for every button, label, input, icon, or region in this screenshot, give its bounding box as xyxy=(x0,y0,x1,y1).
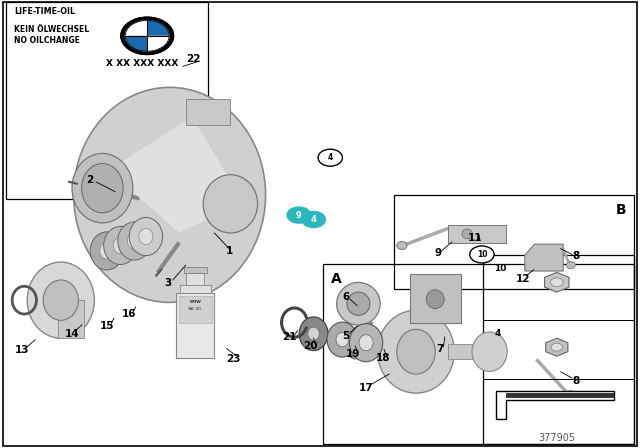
Ellipse shape xyxy=(336,332,349,347)
Text: 4: 4 xyxy=(310,215,317,224)
Text: 22: 22 xyxy=(186,54,200,64)
Text: A: A xyxy=(331,272,342,286)
Ellipse shape xyxy=(113,237,127,254)
Text: 2: 2 xyxy=(86,175,93,185)
Text: 11: 11 xyxy=(468,233,482,243)
FancyBboxPatch shape xyxy=(186,99,230,125)
Ellipse shape xyxy=(397,241,407,250)
Ellipse shape xyxy=(74,87,266,302)
Ellipse shape xyxy=(139,228,153,245)
Ellipse shape xyxy=(349,351,361,359)
Polygon shape xyxy=(545,272,569,292)
Ellipse shape xyxy=(118,222,151,260)
Polygon shape xyxy=(506,393,613,397)
Text: SAF-XO: SAF-XO xyxy=(188,307,202,311)
Ellipse shape xyxy=(359,335,373,351)
Ellipse shape xyxy=(349,323,383,362)
Circle shape xyxy=(301,211,326,228)
Circle shape xyxy=(122,18,173,54)
Text: 7: 7 xyxy=(436,345,444,354)
Wedge shape xyxy=(147,21,169,36)
Ellipse shape xyxy=(129,218,163,256)
Text: B: B xyxy=(615,203,626,217)
Circle shape xyxy=(550,278,563,287)
Text: 5: 5 xyxy=(342,331,349,341)
Polygon shape xyxy=(109,116,243,233)
Text: 1: 1 xyxy=(225,246,233,256)
Ellipse shape xyxy=(300,317,328,350)
Text: 4: 4 xyxy=(494,329,500,338)
Ellipse shape xyxy=(397,329,435,374)
Text: NO OILCHANGE: NO OILCHANGE xyxy=(14,36,80,45)
Text: 10: 10 xyxy=(477,250,487,259)
Text: 23: 23 xyxy=(227,354,241,364)
FancyBboxPatch shape xyxy=(410,274,461,323)
Polygon shape xyxy=(496,391,614,419)
Ellipse shape xyxy=(90,232,124,270)
Text: 4: 4 xyxy=(328,153,333,162)
Text: 9: 9 xyxy=(434,248,442,258)
FancyBboxPatch shape xyxy=(184,267,207,273)
Ellipse shape xyxy=(472,332,508,371)
Ellipse shape xyxy=(308,327,319,340)
Ellipse shape xyxy=(100,243,114,259)
FancyBboxPatch shape xyxy=(186,273,204,285)
Text: 16: 16 xyxy=(122,310,136,319)
Ellipse shape xyxy=(462,229,472,239)
Text: BMW: BMW xyxy=(189,301,201,304)
Ellipse shape xyxy=(566,391,576,400)
Ellipse shape xyxy=(347,292,370,315)
Wedge shape xyxy=(125,36,147,51)
FancyBboxPatch shape xyxy=(180,285,211,293)
Ellipse shape xyxy=(337,283,380,325)
Circle shape xyxy=(551,343,563,351)
Ellipse shape xyxy=(378,310,454,393)
Text: 21: 21 xyxy=(282,332,296,342)
Ellipse shape xyxy=(104,227,137,264)
Text: LIFE-TIME-OIL: LIFE-TIME-OIL xyxy=(14,7,76,16)
Text: 9: 9 xyxy=(296,211,301,220)
Text: 8: 8 xyxy=(572,376,580,386)
Text: 14: 14 xyxy=(65,329,79,339)
Wedge shape xyxy=(125,21,147,36)
Circle shape xyxy=(125,20,170,52)
Ellipse shape xyxy=(72,154,133,223)
Text: 15: 15 xyxy=(100,321,115,331)
Text: 10: 10 xyxy=(494,264,506,273)
Ellipse shape xyxy=(127,233,141,249)
Ellipse shape xyxy=(566,262,575,269)
Text: 18: 18 xyxy=(376,353,390,363)
FancyBboxPatch shape xyxy=(448,344,490,359)
Text: 8: 8 xyxy=(572,251,580,261)
Ellipse shape xyxy=(27,262,95,338)
Circle shape xyxy=(318,149,342,166)
Ellipse shape xyxy=(204,175,257,233)
FancyBboxPatch shape xyxy=(179,296,212,323)
Ellipse shape xyxy=(82,164,123,213)
Wedge shape xyxy=(147,36,169,51)
Text: 377905: 377905 xyxy=(538,433,575,443)
Ellipse shape xyxy=(426,290,444,309)
Text: 20: 20 xyxy=(303,341,317,351)
FancyBboxPatch shape xyxy=(58,300,84,338)
Ellipse shape xyxy=(327,322,358,357)
Text: 12: 12 xyxy=(516,274,531,284)
Circle shape xyxy=(287,206,312,224)
Text: 17: 17 xyxy=(359,383,373,392)
Text: 19: 19 xyxy=(346,349,360,359)
Circle shape xyxy=(470,246,494,263)
Text: X XX XXX XXX: X XX XXX XXX xyxy=(106,59,178,68)
Text: 3: 3 xyxy=(164,278,172,288)
Text: 6: 6 xyxy=(342,292,349,302)
FancyBboxPatch shape xyxy=(176,293,214,358)
FancyBboxPatch shape xyxy=(448,225,506,243)
Polygon shape xyxy=(546,338,568,356)
Text: KEIN ÖLWECHSEL: KEIN ÖLWECHSEL xyxy=(14,25,89,34)
Polygon shape xyxy=(525,244,563,271)
Text: 13: 13 xyxy=(15,345,29,355)
Ellipse shape xyxy=(43,280,79,320)
